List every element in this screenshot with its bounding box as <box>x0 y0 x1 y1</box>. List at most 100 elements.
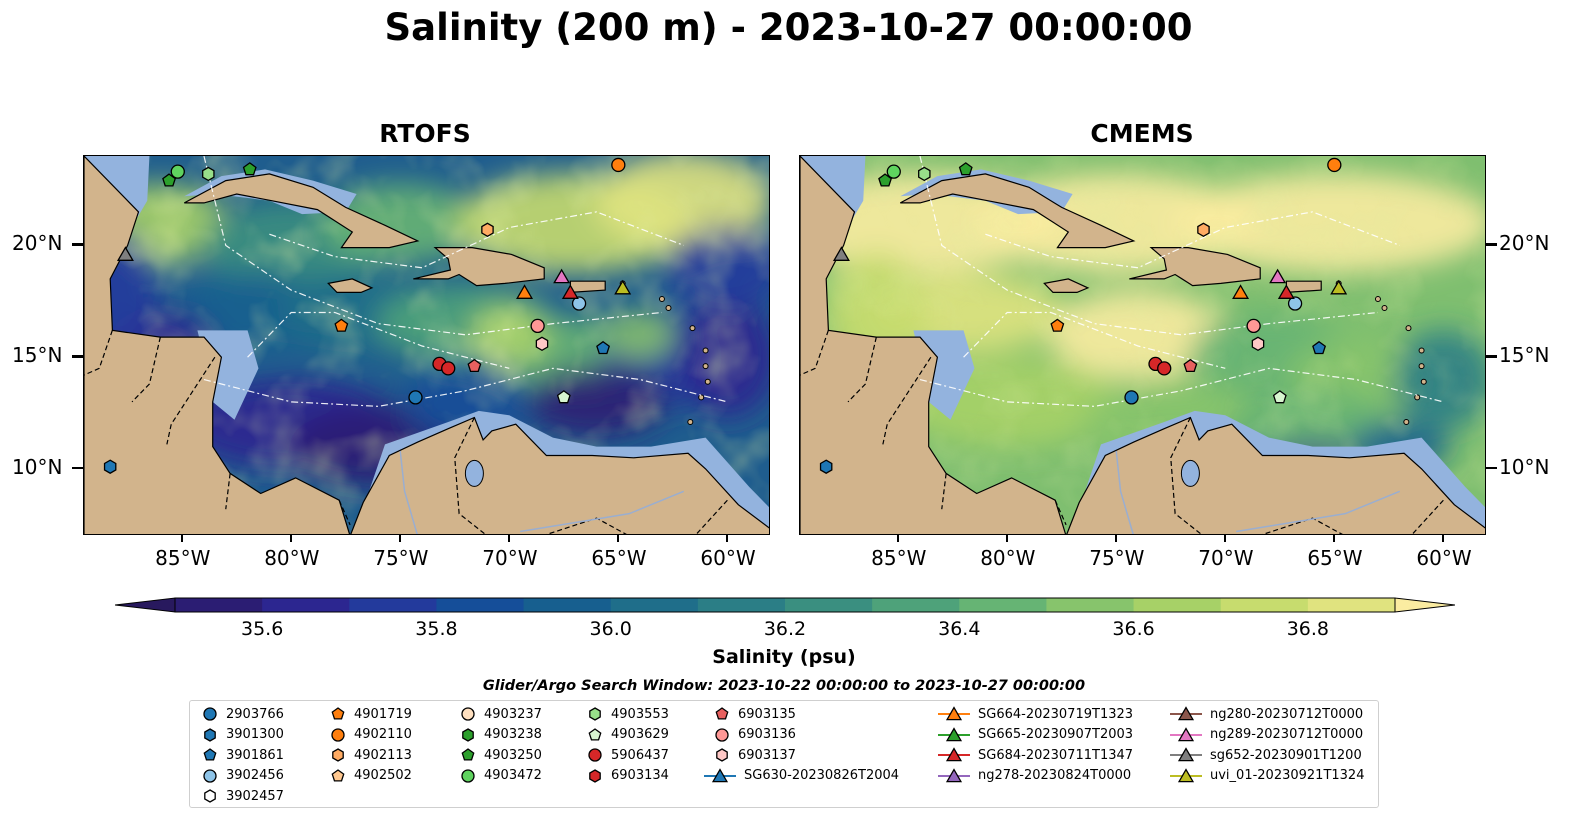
legend-marker <box>711 768 729 783</box>
lon-tick <box>1442 535 1445 542</box>
legend-label: SG684-20230711T1347 <box>978 747 1134 763</box>
legend-label: 4903553 <box>611 706 669 722</box>
land-hispaniola <box>413 246 545 287</box>
legend-label: 3902456 <box>226 768 284 784</box>
legend: 2903766 3901300 3901861 3902456 3902457 49017… <box>189 700 1379 808</box>
obs-marker-sg652-20230901T1200 <box>116 246 134 261</box>
lat-tick-label-right: 20°N <box>1499 231 1550 256</box>
obs-marker-3902456 <box>1287 296 1303 311</box>
lon-tick-label: 85°W <box>155 546 211 570</box>
obs-marker-4902113 <box>1197 222 1210 238</box>
legend-marker <box>715 727 729 742</box>
obs-marker-5906437 <box>1157 361 1172 376</box>
lon-tick-label: 60°W <box>1416 546 1472 570</box>
lat-tick <box>72 243 83 246</box>
obs-marker-4901719 <box>1050 318 1065 332</box>
obs-marker-SG684-20230711T1347 <box>1277 284 1295 299</box>
legend-item: 4903250 <box>458 745 542 765</box>
land-puertorico <box>569 280 606 294</box>
legend-item: 3902456 <box>200 766 284 786</box>
obs-marker-6903137 <box>1251 336 1265 352</box>
colorbar-tick-label: 36.8 <box>1286 618 1329 640</box>
colorbar-segment <box>1307 598 1396 612</box>
legend-item: 4902502 <box>328 766 412 786</box>
colorbar <box>115 597 1455 613</box>
obs-marker-6903135 <box>1183 358 1198 373</box>
lon-tick-label: 85°W <box>871 546 927 570</box>
obs-marker-4903553 <box>918 166 931 182</box>
lon-tick <box>1333 535 1336 542</box>
legend-item: 6903136 <box>712 725 796 745</box>
legend-marker <box>588 748 602 762</box>
lon-tick <box>897 535 900 542</box>
legend-item: 6903134 <box>585 766 669 786</box>
legend-item: SG665-20230907T2003 <box>936 725 1133 745</box>
legend-marker <box>945 768 963 783</box>
lon-tick-label: 75°W <box>1089 546 1145 570</box>
obs-marker-4903472 <box>170 164 185 179</box>
land-cuba <box>900 173 1136 249</box>
legend-item: ng278-20230824T0000 <box>936 766 1131 786</box>
legend-item: ng289-20230712T0000 <box>1168 725 1363 745</box>
lon-tick-label: 70°W <box>1198 546 1254 570</box>
lon-tick <box>399 535 402 542</box>
legend-marker <box>716 748 728 762</box>
lon-tick <box>1115 535 1118 542</box>
lon-tick-label: 75°W <box>373 546 429 570</box>
colorbar-over-arrow <box>1394 597 1455 613</box>
colorbar-segment <box>1046 598 1135 612</box>
legend-marker <box>204 727 216 742</box>
land-centralam <box>84 156 351 534</box>
obs-marker-3901861 <box>596 340 611 355</box>
legend-item: 4902113 <box>328 745 412 765</box>
legend-item: 3901300 <box>200 725 284 745</box>
cmems-map[interactable] <box>799 155 1486 535</box>
lat-tick <box>72 355 83 358</box>
legend-marker <box>1177 747 1195 762</box>
legend-item: SG630-20230826T2004 <box>702 766 899 786</box>
legend-item: SG684-20230711T1347 <box>936 745 1133 765</box>
lon-tick <box>181 535 184 542</box>
legend-label: 4903629 <box>611 727 669 743</box>
obs-marker-2903766 <box>408 390 423 405</box>
lon-tick <box>617 535 620 542</box>
rtofs-map[interactable] <box>83 155 770 535</box>
legend-marker <box>588 727 602 741</box>
legend-label: 6903136 <box>738 727 796 743</box>
legend-item: sg652-20230901T1200 <box>1168 745 1362 765</box>
legend-label: sg652-20230901T1200 <box>1210 747 1362 763</box>
colorbar-segment <box>610 598 699 612</box>
obs-marker-uvi_01-20230921T1324 <box>614 279 632 295</box>
legend-marker <box>1177 768 1195 783</box>
obs-marker-3901861 <box>1312 340 1327 355</box>
lon-tick-label: 80°W <box>980 546 1036 570</box>
legend-marker <box>331 727 345 742</box>
obs-marker-5906437 <box>441 361 456 376</box>
obs-marker-4903250 <box>242 162 257 176</box>
colorbar-tick-label: 36.4 <box>938 618 981 640</box>
colorbar-segment <box>1220 598 1309 612</box>
legend-marker <box>945 706 963 721</box>
colorbar-segment <box>697 598 786 612</box>
lon-tick <box>726 535 729 542</box>
obs-marker-6903136 <box>1246 318 1261 334</box>
legend-item: 4903237 <box>458 704 542 724</box>
legend-item: 6903137 <box>712 745 796 765</box>
legend-label: ng280-20230712T0000 <box>1210 706 1364 722</box>
panel-title-cmems: CMEMS <box>1090 119 1194 148</box>
legend-item: 4903472 <box>458 766 542 786</box>
legend-item: SG664-20230719T1323 <box>936 704 1133 724</box>
legend-marker <box>1177 726 1195 741</box>
lat-tick <box>1486 355 1497 358</box>
legend-label: 6903134 <box>611 768 669 784</box>
colorbar-tick-label: 36.0 <box>589 618 632 640</box>
obs-marker-4903629 <box>556 390 571 404</box>
colorbar-segment <box>959 598 1047 612</box>
legend-label: 3901861 <box>226 747 284 763</box>
colorbar-segment <box>1133 598 1222 612</box>
obs-marker-ng289-20230712T0000 <box>553 268 571 284</box>
legend-marker <box>203 707 217 721</box>
legend-marker <box>203 769 217 783</box>
legend-item: 3901861 <box>200 745 284 765</box>
colorbar-tick-label: 36.2 <box>763 618 807 640</box>
